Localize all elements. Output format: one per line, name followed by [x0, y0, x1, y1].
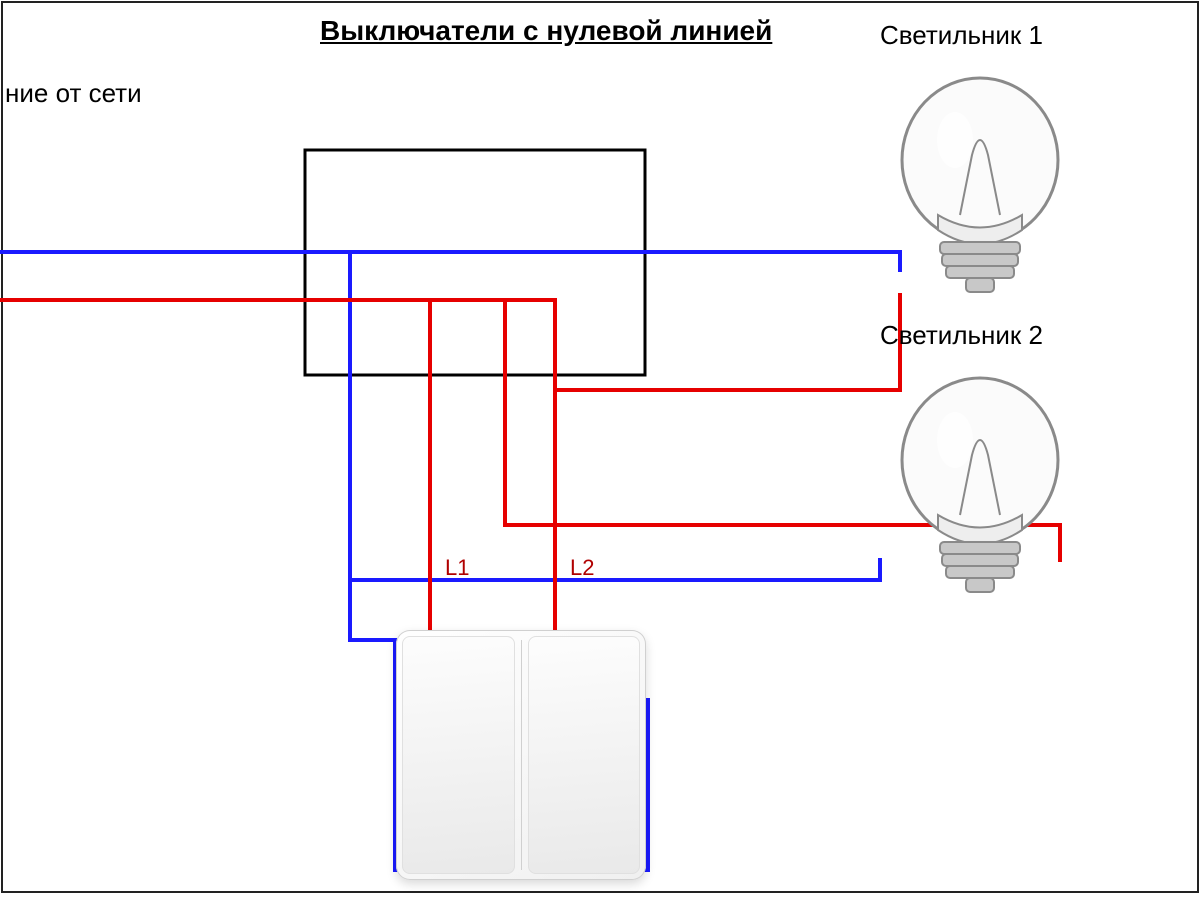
switch-rocker-left	[402, 636, 515, 874]
diagram-title: Выключатели с нулевой линией	[320, 15, 772, 47]
bulb-2-icon	[902, 378, 1058, 592]
junction-box	[305, 150, 645, 375]
lamp-1-label: Светильник 1	[880, 20, 1043, 51]
wall-switch-icon	[396, 630, 646, 880]
switch-rocker-right	[528, 636, 641, 874]
bulb-1-icon	[902, 78, 1058, 292]
l2-label: L2	[570, 555, 594, 581]
switch-divider	[521, 640, 522, 870]
diagram-canvas: Выключатели с нулевой линией ние от сети…	[0, 0, 1200, 900]
lamp-2-label: Светильник 2	[880, 320, 1043, 351]
l1-label: L1	[445, 555, 469, 581]
mains-label: ние от сети	[5, 78, 142, 109]
